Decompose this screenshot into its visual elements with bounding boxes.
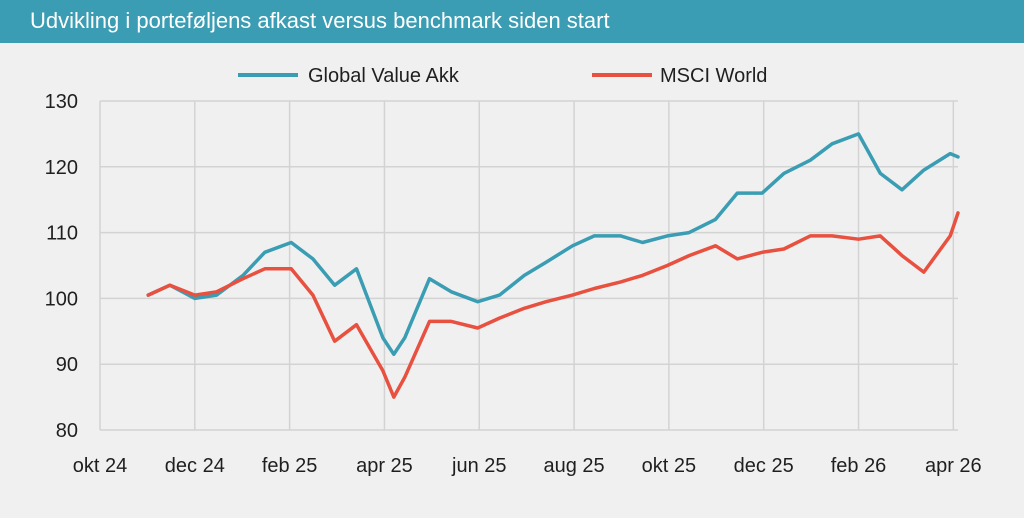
- x-tick-label: apr 25: [356, 455, 413, 477]
- legend-label: Global Value Akk: [308, 65, 460, 87]
- series-lines: [146, 132, 960, 399]
- chart-title: Udvikling i porteføljens afkast versus b…: [30, 8, 610, 33]
- x-tick-label: aug 25: [543, 455, 604, 477]
- x-tick-label: dec 24: [165, 455, 225, 477]
- x-tick-label: dec 25: [734, 455, 794, 477]
- y-tick-label: 110: [46, 223, 78, 245]
- legend-label: MSCI World: [660, 65, 767, 87]
- y-tick-label: 120: [45, 157, 78, 179]
- y-tick-label: 80: [56, 420, 78, 442]
- series-line-global-value-akk: [146, 132, 960, 357]
- x-tick-label: apr 26: [925, 455, 982, 477]
- x-tick-label: okt 24: [73, 455, 127, 477]
- x-tick-label: feb 25: [262, 455, 318, 477]
- chart-header: Udvikling i porteføljens afkast versus b…: [0, 0, 1024, 43]
- legend: Global Value Akk MSCI World: [238, 65, 767, 87]
- x-tick-label: jun 25: [451, 455, 507, 477]
- x-tick-label: feb 26: [831, 455, 887, 477]
- axes: 80 90 100 110 120 130 okt 24 dec 24 feb 25 apr 25…: [45, 91, 982, 477]
- y-tick-label: 130: [45, 91, 78, 113]
- grid-lines: [99, 100, 958, 431]
- y-tick-label: 90: [56, 354, 78, 376]
- series-line-msci-world: [146, 211, 960, 399]
- y-tick-label: 100: [45, 288, 78, 310]
- x-tick-label: okt 25: [642, 455, 696, 477]
